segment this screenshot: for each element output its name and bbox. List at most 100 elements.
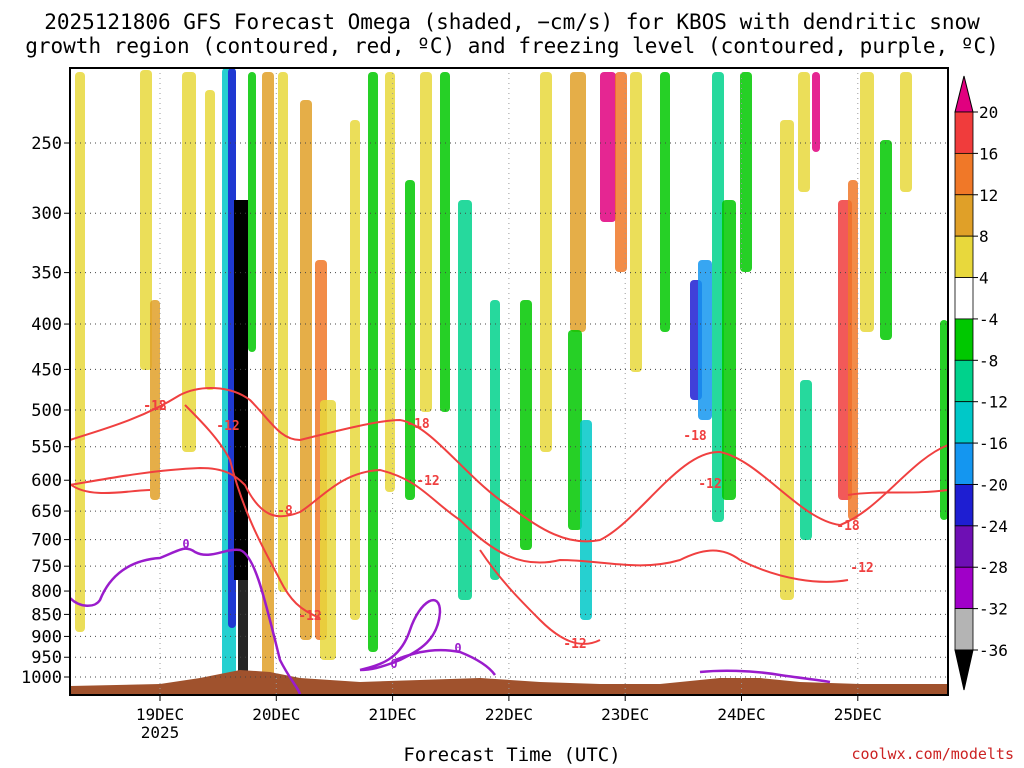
dgz-contour bbox=[69, 466, 849, 583]
dgz-contour-label: -12 bbox=[698, 477, 721, 492]
colorbar: 20 16 12 8 4 -4 -8 -12 -16 -20 -24 -28 -32 -36 bbox=[954, 75, 1008, 691]
omega-shade-cell bbox=[350, 120, 360, 620]
omega-shade-cell bbox=[900, 72, 912, 192]
x-year-label: 2025 bbox=[141, 723, 180, 742]
omega-shade-cell bbox=[940, 320, 948, 520]
omega-shade-cell bbox=[95, 80, 103, 400]
chart-title-line1: 2025121806 GFS Forecast Omega (shaded, −… bbox=[44, 10, 980, 34]
omega-shade-cell bbox=[740, 72, 752, 272]
omega-shade-cell bbox=[300, 100, 312, 640]
omega-shade-cell bbox=[405, 180, 415, 500]
colorbar-label: -24 bbox=[979, 517, 1008, 536]
y-tick-label: 900 bbox=[31, 627, 62, 647]
colorbar-swatch bbox=[954, 401, 974, 444]
y-tick-label: 450 bbox=[31, 360, 62, 380]
x-tick-label: 24DEC bbox=[717, 705, 765, 724]
colorbar-label: -12 bbox=[979, 393, 1008, 412]
x-tick-label: 21DEC bbox=[369, 705, 417, 724]
omega-shade-cell bbox=[320, 400, 336, 660]
colorbar-swatch bbox=[954, 111, 974, 154]
x-tick-label: 25DEC bbox=[834, 705, 882, 724]
omega-shade-cell bbox=[698, 260, 712, 420]
colorbar-label: -20 bbox=[979, 475, 1008, 494]
x-tick-label: 20DEC bbox=[252, 705, 300, 724]
y-tick-label: 750 bbox=[31, 557, 62, 577]
chart-title-line2: growth region (contoured, red, ºC) and f… bbox=[25, 34, 999, 58]
omega-shade-cell bbox=[248, 72, 256, 352]
omega-shade-cell bbox=[812, 72, 820, 152]
colorbar-label: -36 bbox=[979, 641, 1008, 660]
omega-shade-cell bbox=[205, 90, 215, 390]
colorbar-swatch bbox=[954, 608, 974, 651]
colorbar-label: 16 bbox=[979, 144, 998, 163]
colorbar-label: -28 bbox=[979, 558, 1008, 577]
colorbar-top-triangle bbox=[954, 75, 974, 113]
plot-frame bbox=[69, 67, 949, 696]
omega-shade-cell bbox=[798, 72, 810, 192]
omega-shade-cell bbox=[490, 300, 500, 580]
colorbar-swatch bbox=[954, 484, 974, 527]
dgz-contour-label: -18 bbox=[683, 429, 707, 444]
omega-shade-cell bbox=[568, 330, 582, 530]
x-axis-ticks: 19DEC 20DEC 21DEC 22DEC 23DEC 24DEC 25DEC 2025 bbox=[136, 695, 882, 742]
colorbar-swatch bbox=[954, 152, 974, 196]
omega-shade-cell bbox=[368, 72, 378, 652]
freezing-contour-label: 0 bbox=[182, 537, 189, 551]
y-tick-label: 850 bbox=[31, 605, 62, 625]
omega-shade-cell bbox=[780, 120, 794, 600]
colorbar-swatch bbox=[954, 277, 974, 320]
dgz-contour-label: -12 bbox=[298, 609, 321, 624]
x-tick-label: 23DEC bbox=[601, 705, 649, 724]
credit-text: coolwx.com/modelts bbox=[851, 745, 1014, 763]
dgz-contour bbox=[479, 549, 601, 645]
y-tick-label: 400 bbox=[31, 315, 62, 335]
omega-shade-cell bbox=[332, 72, 342, 332]
colorbar-swatch bbox=[954, 442, 974, 485]
omega-shade-cell bbox=[234, 200, 248, 580]
omega-shade-cell bbox=[600, 72, 616, 222]
omega-shade-cell bbox=[385, 72, 395, 492]
freezing-level-contour bbox=[359, 598, 442, 672]
dgz-contour bbox=[847, 489, 949, 496]
omega-shade-cell bbox=[150, 300, 160, 500]
omega-shade-cell bbox=[615, 72, 627, 272]
y-tick-label: 300 bbox=[31, 204, 62, 224]
colorbar-swatch bbox=[954, 235, 974, 278]
omega-shade-cell bbox=[182, 72, 196, 452]
omega-shade-cell bbox=[570, 72, 586, 332]
colorbar-swatch bbox=[954, 318, 974, 361]
omega-shade-cell bbox=[118, 95, 128, 355]
colorbar-swatch bbox=[954, 194, 974, 237]
omega-shade-cell bbox=[420, 72, 432, 412]
freezing-level-contour bbox=[699, 669, 831, 684]
y-tick-label: 950 bbox=[31, 648, 62, 668]
omega-shade-cell bbox=[660, 72, 670, 332]
omega-shading bbox=[75, 68, 948, 692]
colorbar-label: -16 bbox=[979, 434, 1008, 453]
y-tick-label: 600 bbox=[31, 471, 62, 491]
freezing-level-contour bbox=[394, 648, 497, 676]
x-axis-title: Forecast Time (UTC) bbox=[403, 744, 621, 766]
dgz-contour-label: -12 bbox=[216, 419, 239, 434]
y-tick-label: 550 bbox=[31, 438, 62, 458]
colorbar-label: -32 bbox=[979, 600, 1008, 619]
omega-shade-cell bbox=[860, 72, 874, 332]
omega-shade-cell bbox=[848, 180, 858, 520]
omega-shade-cell bbox=[140, 70, 152, 370]
dgz-contour-label: -18 bbox=[406, 417, 430, 432]
y-tick-label: 700 bbox=[31, 531, 62, 551]
x-tick-label: 22DEC bbox=[485, 705, 533, 724]
colorbar-bottom-triangle bbox=[954, 649, 974, 691]
dgz-contour-label: -12 bbox=[416, 474, 439, 489]
omega-shade-cell bbox=[540, 72, 552, 452]
omega-shade-cell bbox=[645, 200, 655, 660]
x-tick-label: 19DEC bbox=[136, 705, 184, 724]
dgz-contour-label: -18 bbox=[143, 399, 167, 414]
y-tick-label: 1000 bbox=[21, 668, 62, 688]
colorbar-swatch bbox=[954, 359, 974, 403]
dgz-contour bbox=[184, 404, 321, 619]
dgz-contour-label: -12 bbox=[563, 637, 586, 652]
dgz-contour bbox=[69, 483, 151, 495]
colorbar-label: 8 bbox=[979, 227, 989, 246]
